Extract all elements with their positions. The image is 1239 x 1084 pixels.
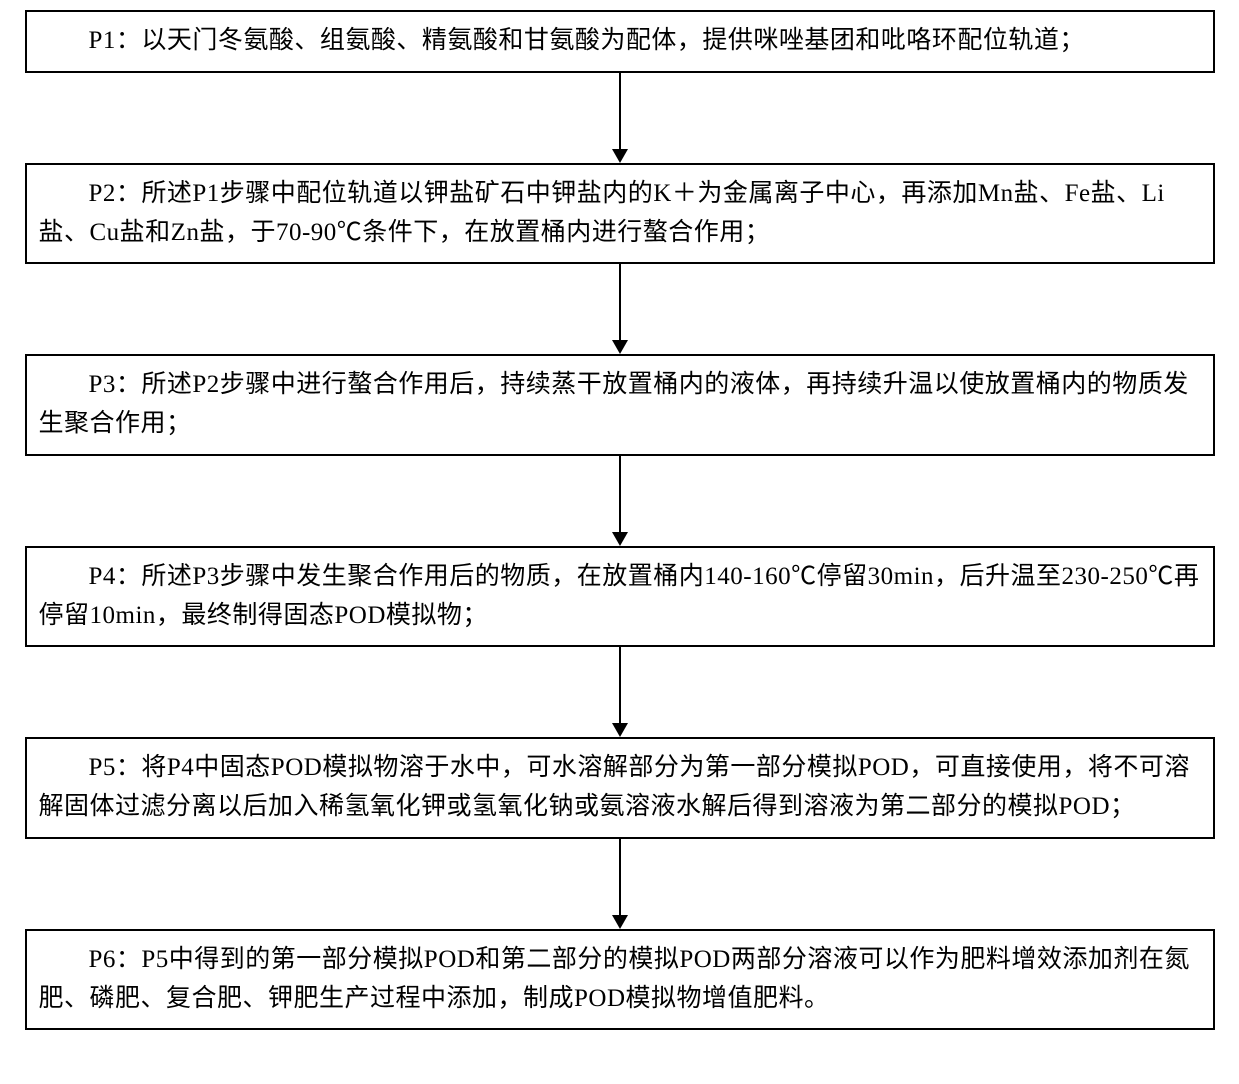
arrow-down-icon bbox=[610, 73, 630, 163]
arrow-p3-p4 bbox=[20, 456, 1219, 546]
step-p6-text: P6：P5中得到的第一部分模拟POD和第二部分的模拟POD两部分溶液可以作为肥料… bbox=[39, 946, 1190, 1012]
step-p4-text: P4：所述P3步骤中发生聚合作用后的物质，在放置桶内140-160℃停留30mi… bbox=[39, 563, 1200, 629]
step-p2: P2：所述P1步骤中配位轨道以钾盐矿石中钾盐内的K＋为金属离子中心，再添加Mn盐… bbox=[25, 163, 1215, 265]
arrow-down-icon bbox=[610, 264, 630, 354]
arrow-down-icon bbox=[610, 456, 630, 546]
flowchart-container: P1：以天门冬氨酸、组氨酸、精氨酸和甘氨酸为配体，提供咪唑基团和吡咯环配位轨道；… bbox=[20, 10, 1219, 1030]
arrow-down-icon bbox=[610, 839, 630, 929]
arrow-down-icon bbox=[610, 647, 630, 737]
step-p3-text: P3：所述P2步骤中进行螯合作用后，持续蒸干放置桶内的液体，再持续升温以使放置桶… bbox=[39, 371, 1189, 437]
step-p2-text: P2：所述P1步骤中配位轨道以钾盐矿石中钾盐内的K＋为金属离子中心，再添加Mn盐… bbox=[39, 180, 1165, 246]
step-p3: P3：所述P2步骤中进行螯合作用后，持续蒸干放置桶内的液体，再持续升温以使放置桶… bbox=[25, 354, 1215, 456]
arrow-p1-p2 bbox=[20, 73, 1219, 163]
arrow-p2-p3 bbox=[20, 264, 1219, 354]
step-p5-text: P5：将P4中固态POD模拟物溶于水中，可水溶解部分为第一部分模拟POD，可直接… bbox=[39, 754, 1190, 820]
step-p1: P1：以天门冬氨酸、组氨酸、精氨酸和甘氨酸为配体，提供咪唑基团和吡咯环配位轨道； bbox=[25, 10, 1215, 73]
step-p6: P6：P5中得到的第一部分模拟POD和第二部分的模拟POD两部分溶液可以作为肥料… bbox=[25, 929, 1215, 1031]
step-p1-text: P1：以天门冬氨酸、组氨酸、精氨酸和甘氨酸为配体，提供咪唑基团和吡咯环配位轨道； bbox=[89, 27, 1085, 54]
arrow-p5-p6 bbox=[20, 839, 1219, 929]
arrow-p4-p5 bbox=[20, 647, 1219, 737]
step-p5: P5：将P4中固态POD模拟物溶于水中，可水溶解部分为第一部分模拟POD，可直接… bbox=[25, 737, 1215, 839]
step-p4: P4：所述P3步骤中发生聚合作用后的物质，在放置桶内140-160℃停留30mi… bbox=[25, 546, 1215, 648]
